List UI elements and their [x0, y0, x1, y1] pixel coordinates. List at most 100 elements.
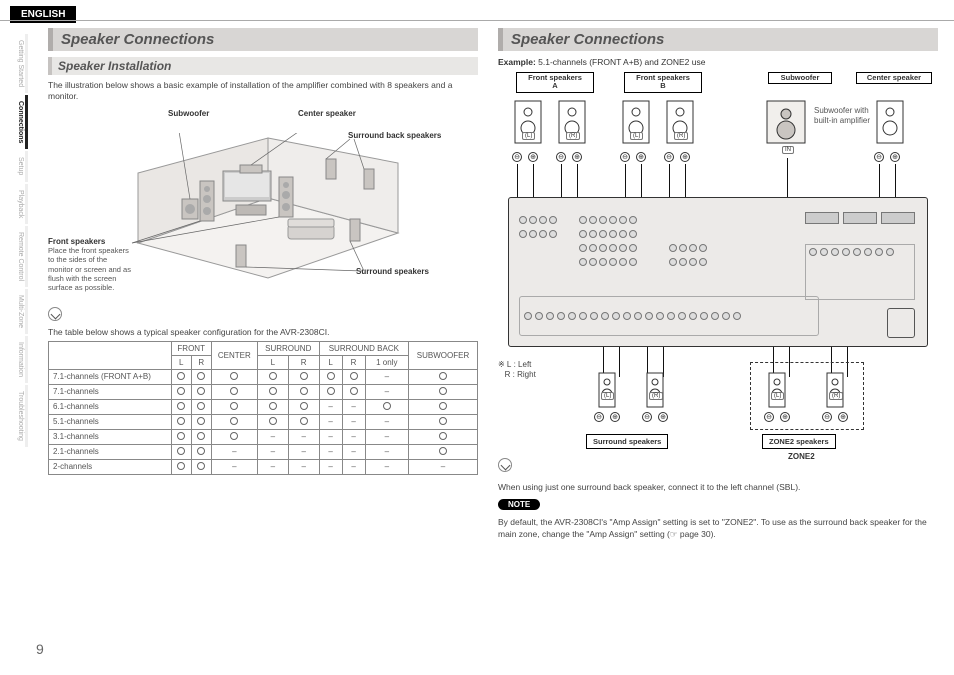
cell: –	[257, 459, 288, 474]
room-diagram: Subwoofer Center speaker Surround back s…	[48, 109, 478, 299]
cell	[288, 414, 319, 429]
th-surr-r: R	[288, 355, 319, 369]
cell	[171, 384, 191, 399]
cell	[211, 369, 257, 384]
sidetab-trouble[interactable]: Troubleshooting	[12, 385, 28, 447]
sidetab-playback[interactable]: Playback	[12, 184, 28, 224]
sidetab-info[interactable]: Information	[12, 336, 28, 383]
subsection-title: Speaker Installation	[48, 57, 478, 75]
cell: –	[365, 429, 409, 444]
cell: –	[319, 459, 342, 474]
cell	[288, 369, 319, 384]
cell	[257, 399, 288, 414]
sidetab-connections[interactable]: Connections	[12, 95, 28, 149]
intro-text: The illustration below shows a basic exa…	[48, 80, 478, 103]
side-tabs: Getting Started Connections Setup Playba…	[12, 34, 28, 449]
front-speakers-note: Place the front speakers to the sides of…	[48, 246, 131, 293]
room-3d-illustration	[128, 133, 408, 283]
th-front-l: L	[171, 355, 191, 369]
sidetab-multizone[interactable]: Multi-Zone	[12, 289, 28, 334]
cell: –	[342, 444, 365, 459]
right-column: Speaker Connections Example: 5.1-channel…	[498, 28, 938, 540]
cell: –	[319, 429, 342, 444]
cell	[342, 384, 365, 399]
cell	[342, 369, 365, 384]
cell	[319, 384, 342, 399]
cell: –	[288, 459, 319, 474]
cell: –	[342, 429, 365, 444]
note-pill: NOTE	[498, 499, 540, 510]
cell	[171, 429, 191, 444]
cell: –	[409, 459, 478, 474]
table-intro: The table below shows a typical speaker …	[48, 327, 478, 337]
label-front-speakers: Front speakers Place the front speakers …	[48, 237, 134, 293]
note-sbl: When using just one surround back speake…	[498, 482, 938, 493]
cell	[191, 384, 211, 399]
divider	[0, 20, 954, 21]
label-subwoofer: Subwoofer	[168, 109, 209, 118]
th-front-r: R	[191, 355, 211, 369]
sidetab-getting-started[interactable]: Getting Started	[12, 34, 28, 93]
tag-r2: (R)	[674, 132, 688, 140]
cell: –	[342, 414, 365, 429]
cell: –	[288, 429, 319, 444]
cell	[409, 414, 478, 429]
sidetab-setup[interactable]: Setup	[12, 151, 28, 181]
example-label: Example:	[498, 57, 536, 67]
cell	[171, 459, 191, 474]
row-name: 2-channels	[49, 459, 172, 474]
tag-l: (L)	[522, 132, 535, 140]
zone2-box	[750, 362, 864, 430]
cell: –	[319, 399, 342, 414]
row-name: 7.1-channels	[49, 384, 172, 399]
cell	[257, 369, 288, 384]
cell	[191, 399, 211, 414]
example-text: 5.1-channels (FRONT A+B) and ZONE2 use	[536, 57, 706, 67]
th-front: FRONT	[171, 341, 211, 355]
amplifier-back-panel	[508, 197, 928, 347]
cell: –	[257, 429, 288, 444]
cell: –	[288, 444, 319, 459]
front-speakers-heading: Front speakers	[48, 237, 105, 246]
row-name: 7.1-channels (FRONT A+B)	[49, 369, 172, 384]
subwoofer-note: Subwoofer with built-in amplifier	[814, 106, 874, 125]
cell	[288, 384, 319, 399]
surround-r-icon	[646, 372, 664, 408]
sidetab-remote[interactable]: Remote Control	[12, 226, 28, 287]
section-title-right: Speaker Connections	[498, 28, 938, 51]
cell: –	[211, 444, 257, 459]
cell: –	[319, 444, 342, 459]
cell: –	[365, 369, 409, 384]
row-name: 5.1-channels	[49, 414, 172, 429]
tag-surr-l: (L)	[601, 392, 614, 400]
note-icon	[48, 307, 62, 321]
cell	[171, 399, 191, 414]
label-zone2: ZONE2	[788, 452, 815, 461]
cell: –	[211, 459, 257, 474]
cell	[409, 399, 478, 414]
cell	[171, 414, 191, 429]
cell	[319, 369, 342, 384]
cell	[191, 429, 211, 444]
cell: –	[365, 459, 409, 474]
note-body: By default, the AVR-2308CI's "Amp Assign…	[498, 517, 938, 540]
cell: –	[365, 384, 409, 399]
legend-lr: ※ L : Left R : Right	[498, 360, 536, 381]
cell	[409, 429, 478, 444]
cell	[211, 429, 257, 444]
terminals-fa-l: ⊖⊕	[512, 152, 538, 162]
tag-in: IN	[782, 146, 794, 154]
label-front-b: Front speakersB	[624, 72, 702, 93]
terminals-center: ⊖⊕	[874, 152, 900, 162]
terminals-surr-r: ⊖⊕	[642, 412, 668, 422]
label-front-a: Front speakersA	[516, 72, 594, 93]
speaker-config-table: FRONT CENTER SURROUND SURROUND BACK SUBW…	[48, 341, 478, 475]
th-sb-1: 1 only	[365, 355, 409, 369]
row-name: 6.1-channels	[49, 399, 172, 414]
cell: –	[365, 414, 409, 429]
cell	[211, 384, 257, 399]
cell	[409, 384, 478, 399]
cell: –	[365, 444, 409, 459]
cell	[409, 444, 478, 459]
cell	[365, 399, 409, 414]
